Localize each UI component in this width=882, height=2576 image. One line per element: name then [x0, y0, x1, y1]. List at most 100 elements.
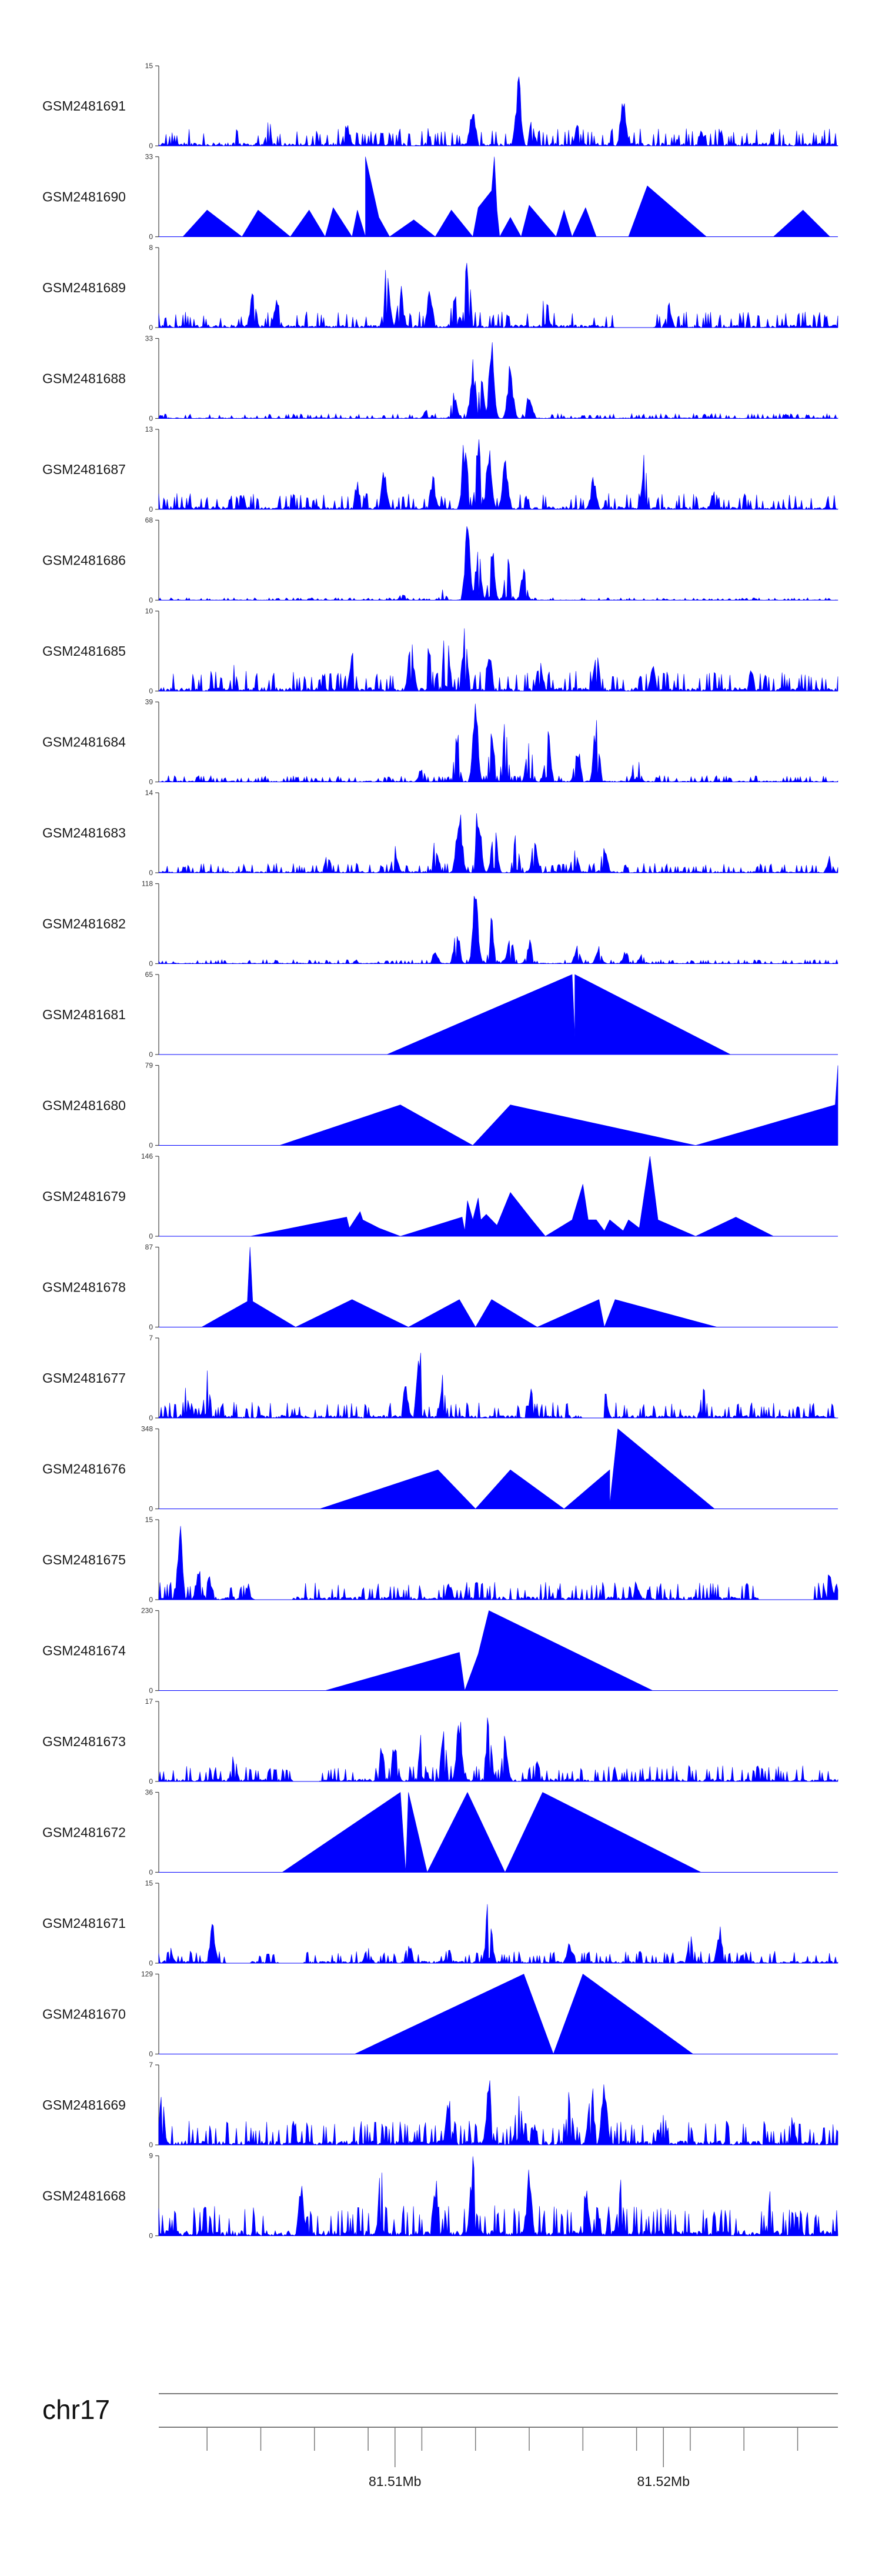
y-max-label: 118 [142, 880, 153, 888]
coverage-area [158, 1353, 838, 1419]
y-max-label: 33 [145, 153, 153, 161]
y-max-label: 36 [145, 1788, 153, 1797]
y-min-label: 0 [149, 233, 153, 241]
track-GSM2481669: GSM2481669 7 0 [42, 2061, 838, 2149]
track-label: GSM2481681 [42, 1007, 126, 1022]
coverage-area [158, 2156, 838, 2237]
y-max-label: 14 [145, 789, 153, 797]
coverage-area [279, 1065, 838, 1146]
y-max-label: 87 [145, 1243, 153, 1252]
y-max-label: 65 [145, 970, 153, 979]
y-min-label: 0 [149, 869, 153, 877]
track-label: GSM2481687 [42, 462, 126, 477]
y-min-label: 0 [149, 142, 153, 150]
track-GSM2481675: GSM2481675 15 0 [42, 1516, 838, 1604]
track-label: GSM2481674 [42, 1643, 126, 1659]
track-label: GSM2481690 [42, 189, 126, 205]
axis-tick-label: 81.52Mb [637, 2474, 690, 2489]
track-label: GSM2481675 [42, 1552, 126, 1567]
y-max-label: 7 [149, 1334, 153, 1342]
y-max-label: 129 [141, 1970, 153, 1978]
track-label: GSM2481680 [42, 1098, 126, 1113]
coverage-area [182, 156, 831, 238]
y-max-label: 8 [149, 243, 153, 252]
track-GSM2481691: GSM2481691 15 0 [42, 62, 838, 150]
y-min-label: 0 [149, 1232, 153, 1240]
coverage-area [201, 1247, 717, 1328]
coverage-area [158, 526, 838, 601]
track-GSM2481676: GSM2481676 348 0 [42, 1425, 838, 1513]
track-label: GSM2481679 [42, 1189, 126, 1204]
axis-tick-label: 81.51Mb [369, 2474, 422, 2489]
y-max-label: 79 [145, 1062, 153, 1070]
y-max-label: 230 [141, 1607, 153, 1615]
track-label: GSM2481684 [42, 735, 126, 750]
coverage-area [250, 1156, 774, 1237]
coverage-area [158, 1717, 838, 1782]
y-max-label: 348 [141, 1425, 153, 1433]
coverage-area [158, 342, 838, 419]
track-label: GSM2481677 [42, 1370, 126, 1386]
y-min-label: 0 [149, 2141, 153, 2149]
track-GSM2481680: GSM2481680 79 0 [42, 1062, 838, 1150]
track-label: GSM2481678 [42, 1280, 126, 1295]
axis-ticks: 81.51Mb 81.52Mb [206, 2427, 799, 2489]
y-min-label: 0 [149, 687, 153, 695]
coverage-area [158, 1526, 838, 1600]
y-min-label: 0 [149, 1505, 153, 1513]
track-label: GSM2481669 [42, 2097, 126, 2113]
coverage-area [158, 263, 838, 328]
track-label: GSM2481689 [42, 280, 126, 295]
y-min-label: 0 [149, 323, 153, 332]
track-label: GSM2481668 [42, 2188, 126, 2204]
coverage-area [158, 1904, 838, 1964]
y-min-label: 0 [149, 1323, 153, 1332]
track-GSM2481678: GSM2481678 87 0 [42, 1243, 838, 1332]
y-min-label: 0 [149, 1142, 153, 1150]
y-min-label: 0 [149, 2050, 153, 2058]
track-label: GSM2481688 [42, 371, 126, 386]
y-max-label: 7 [149, 2061, 153, 2069]
track-label: GSM2481685 [42, 643, 126, 659]
coverage-area [158, 628, 838, 692]
y-min-label: 0 [149, 1959, 153, 1967]
y-max-label: 33 [145, 335, 153, 343]
track-GSM2481672: GSM2481672 36 0 [42, 1788, 838, 1877]
track-GSM2481689: GSM2481689 8 0 [42, 243, 838, 332]
y-max-label: 13 [145, 425, 153, 433]
track-GSM2481673: GSM2481673 17 0 [42, 1697, 838, 1786]
coverage-area [158, 2080, 838, 2145]
y-min-label: 0 [149, 1868, 153, 1877]
y-min-label: 0 [149, 1414, 153, 1422]
y-max-label: 9 [149, 2152, 153, 2160]
track-label: GSM2481676 [42, 1461, 126, 1477]
y-min-label: 0 [149, 596, 153, 605]
track-label: GSM2481672 [42, 1825, 126, 1840]
coverage-area [158, 76, 838, 147]
track-label: GSM2481670 [42, 2007, 126, 2022]
y-max-label: 15 [145, 1516, 153, 1524]
y-min-label: 0 [149, 960, 153, 968]
coverage-area [355, 1974, 694, 2055]
y-min-label: 0 [149, 1596, 153, 1604]
track-GSM2481690: GSM2481690 33 0 [42, 153, 838, 241]
track-GSM2481670: GSM2481670 129 0 [42, 1970, 838, 2058]
track-GSM2481683: GSM2481683 14 0 [42, 789, 838, 877]
y-max-label: 10 [145, 607, 153, 615]
track-GSM2481684: GSM2481684 39 0 [42, 698, 838, 786]
y-min-label: 0 [149, 778, 153, 786]
y-min-label: 0 [149, 505, 153, 513]
track-GSM2481679: GSM2481679 146 0 [42, 1152, 838, 1240]
coverage-area [282, 1791, 701, 1873]
y-min-label: 0 [149, 1777, 153, 1786]
track-GSM2481674: GSM2481674 230 0 [42, 1607, 838, 1695]
y-max-label: 146 [141, 1152, 153, 1160]
coverage-area [158, 896, 838, 965]
y-max-label: 15 [145, 62, 153, 70]
y-max-label: 39 [145, 698, 153, 706]
coverage-area [158, 813, 838, 873]
coverage-area [319, 1428, 715, 1509]
coverage-area [386, 974, 731, 1055]
y-min-label: 0 [149, 1687, 153, 1695]
